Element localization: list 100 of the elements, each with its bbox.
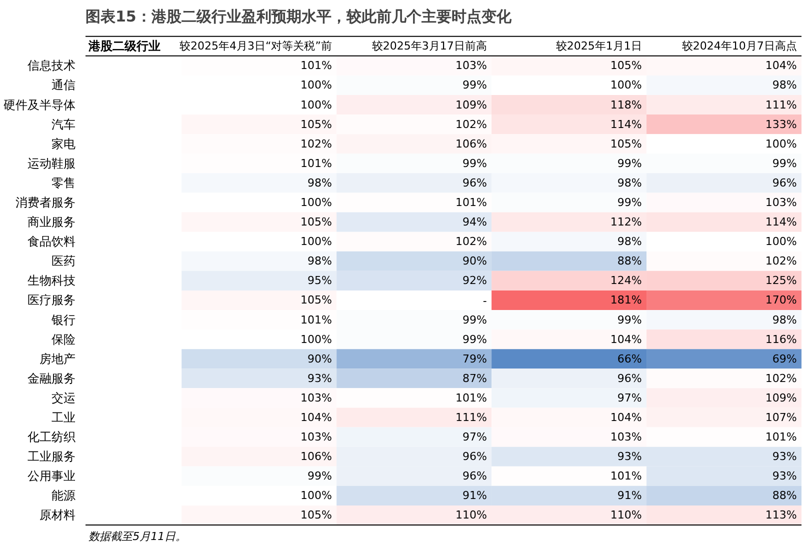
data-label: 92% bbox=[462, 274, 487, 288]
data-label: 100% bbox=[300, 196, 332, 209]
x-tick-label: 较2024年10月7日高点 bbox=[682, 40, 797, 53]
data-label: 100% bbox=[300, 235, 332, 248]
data-label: 109% bbox=[455, 98, 487, 112]
text: - bbox=[482, 294, 487, 308]
data-label: 181% bbox=[610, 294, 642, 307]
data-label: 104% bbox=[610, 411, 642, 424]
data-label: 99% bbox=[462, 78, 487, 92]
data-label: 99% bbox=[462, 313, 487, 326]
data-label: 101% bbox=[455, 196, 487, 209]
y-tick-label: 商业服务 bbox=[28, 215, 76, 230]
y-tick-label: 家电 bbox=[52, 136, 76, 151]
data-label: 90% bbox=[462, 254, 487, 268]
y-tick-label: 工业服务 bbox=[28, 450, 76, 464]
data-label: 116% bbox=[765, 332, 797, 346]
data-label: 101% bbox=[300, 59, 332, 72]
data-label: 100% bbox=[610, 78, 642, 92]
data-label: 98% bbox=[772, 313, 797, 326]
data-label: 93% bbox=[772, 470, 797, 483]
data-label: 133% bbox=[765, 118, 797, 131]
data-label: 102% bbox=[765, 372, 797, 385]
y-tick-label: 保险 bbox=[52, 332, 76, 346]
y-tick-label: 工业 bbox=[52, 410, 76, 424]
data-label: 114% bbox=[610, 118, 642, 131]
data-label: 99% bbox=[617, 313, 642, 326]
data-label: 103% bbox=[300, 430, 332, 444]
data-label: 111% bbox=[765, 98, 797, 112]
y-tick-label: 医药 bbox=[52, 254, 76, 268]
data-label: 113% bbox=[765, 508, 797, 522]
data-label: 93% bbox=[617, 450, 642, 464]
data-label: 105% bbox=[610, 137, 642, 150]
y-tick-label: 零售 bbox=[52, 176, 76, 190]
y-tick-label: 食品饮料 bbox=[28, 234, 76, 249]
data-label: 106% bbox=[455, 137, 487, 150]
data-label: 98% bbox=[617, 235, 642, 248]
data-label: 96% bbox=[772, 176, 797, 190]
data-label: 98% bbox=[617, 176, 642, 190]
data-label: 88% bbox=[617, 254, 642, 268]
data-label: 93% bbox=[772, 450, 797, 464]
data-label: 93% bbox=[307, 372, 332, 385]
y-tick-label: 能源 bbox=[52, 488, 76, 503]
data-label: 96% bbox=[462, 176, 487, 190]
y-tick-label: 交运 bbox=[52, 390, 76, 405]
chart-title: 图表15：港股二级行业盈利预期水平，较此前几个主要时点变化 bbox=[86, 8, 512, 26]
data-label: 97% bbox=[617, 391, 642, 404]
data-label: 94% bbox=[462, 216, 487, 229]
data-label: 118% bbox=[610, 98, 642, 112]
x-tick-label: 较2025年4月3日“对等关税”前 bbox=[180, 40, 332, 53]
data-label: 103% bbox=[610, 430, 642, 444]
data-label: 106% bbox=[300, 450, 332, 464]
data-label: 170% bbox=[765, 294, 797, 307]
data-label: 112% bbox=[610, 216, 642, 229]
data-label: 100% bbox=[765, 235, 797, 248]
data-label: 101% bbox=[300, 156, 332, 170]
x-tick-label: 较2025年1月1日 bbox=[556, 40, 642, 53]
data-label: 101% bbox=[765, 430, 797, 444]
y-tick-label: 原材料 bbox=[40, 508, 76, 522]
data-label: 96% bbox=[462, 450, 487, 464]
data-label: 102% bbox=[455, 235, 487, 248]
data-label: 111% bbox=[455, 411, 487, 424]
data-label: 104% bbox=[765, 59, 797, 72]
data-label: 98% bbox=[307, 254, 332, 268]
y-tick-label: 汽车 bbox=[52, 117, 76, 132]
data-label: 100% bbox=[300, 332, 332, 346]
data-label: 114% bbox=[765, 216, 797, 229]
data-label: 109% bbox=[765, 391, 797, 404]
data-label: 125% bbox=[765, 274, 797, 288]
data-label: 99% bbox=[772, 156, 797, 170]
data-label: 95% bbox=[307, 274, 332, 288]
text: 数据截至5月11日。 bbox=[88, 530, 187, 543]
data-label: 102% bbox=[455, 118, 487, 131]
data-label: 99% bbox=[617, 196, 642, 209]
y-tick-label: 运动鞋服 bbox=[28, 156, 76, 170]
data-label: 100% bbox=[765, 137, 797, 150]
data-label: 97% bbox=[462, 430, 487, 444]
data-label: 105% bbox=[300, 508, 332, 522]
data-label: 105% bbox=[610, 59, 642, 72]
data-label: 90% bbox=[307, 352, 332, 366]
y-tick-label: 信息技术 bbox=[28, 58, 76, 73]
data-label: 99% bbox=[462, 156, 487, 170]
data-label: 103% bbox=[765, 196, 797, 209]
data-label: 101% bbox=[300, 313, 332, 326]
y-tick-label: 医疗服务 bbox=[28, 293, 76, 308]
y-tick-label: 化工纺织 bbox=[28, 430, 76, 444]
data-label: 102% bbox=[300, 137, 332, 150]
data-label: 103% bbox=[455, 59, 487, 72]
data-label: 96% bbox=[617, 372, 642, 385]
data-label: 103% bbox=[300, 391, 332, 404]
data-label: 96% bbox=[462, 470, 487, 483]
data-label: 104% bbox=[300, 411, 332, 424]
data-label: 124% bbox=[610, 274, 642, 288]
data-label: 99% bbox=[307, 470, 332, 483]
data-label: 101% bbox=[610, 470, 642, 483]
data-label: 99% bbox=[462, 332, 487, 346]
data-label: 79% bbox=[462, 352, 487, 366]
y-tick-label: 消费者服务 bbox=[16, 196, 76, 210]
y-tick-label: 金融服务 bbox=[28, 371, 76, 386]
data-label: 110% bbox=[455, 508, 487, 522]
data-label: 105% bbox=[300, 118, 332, 131]
